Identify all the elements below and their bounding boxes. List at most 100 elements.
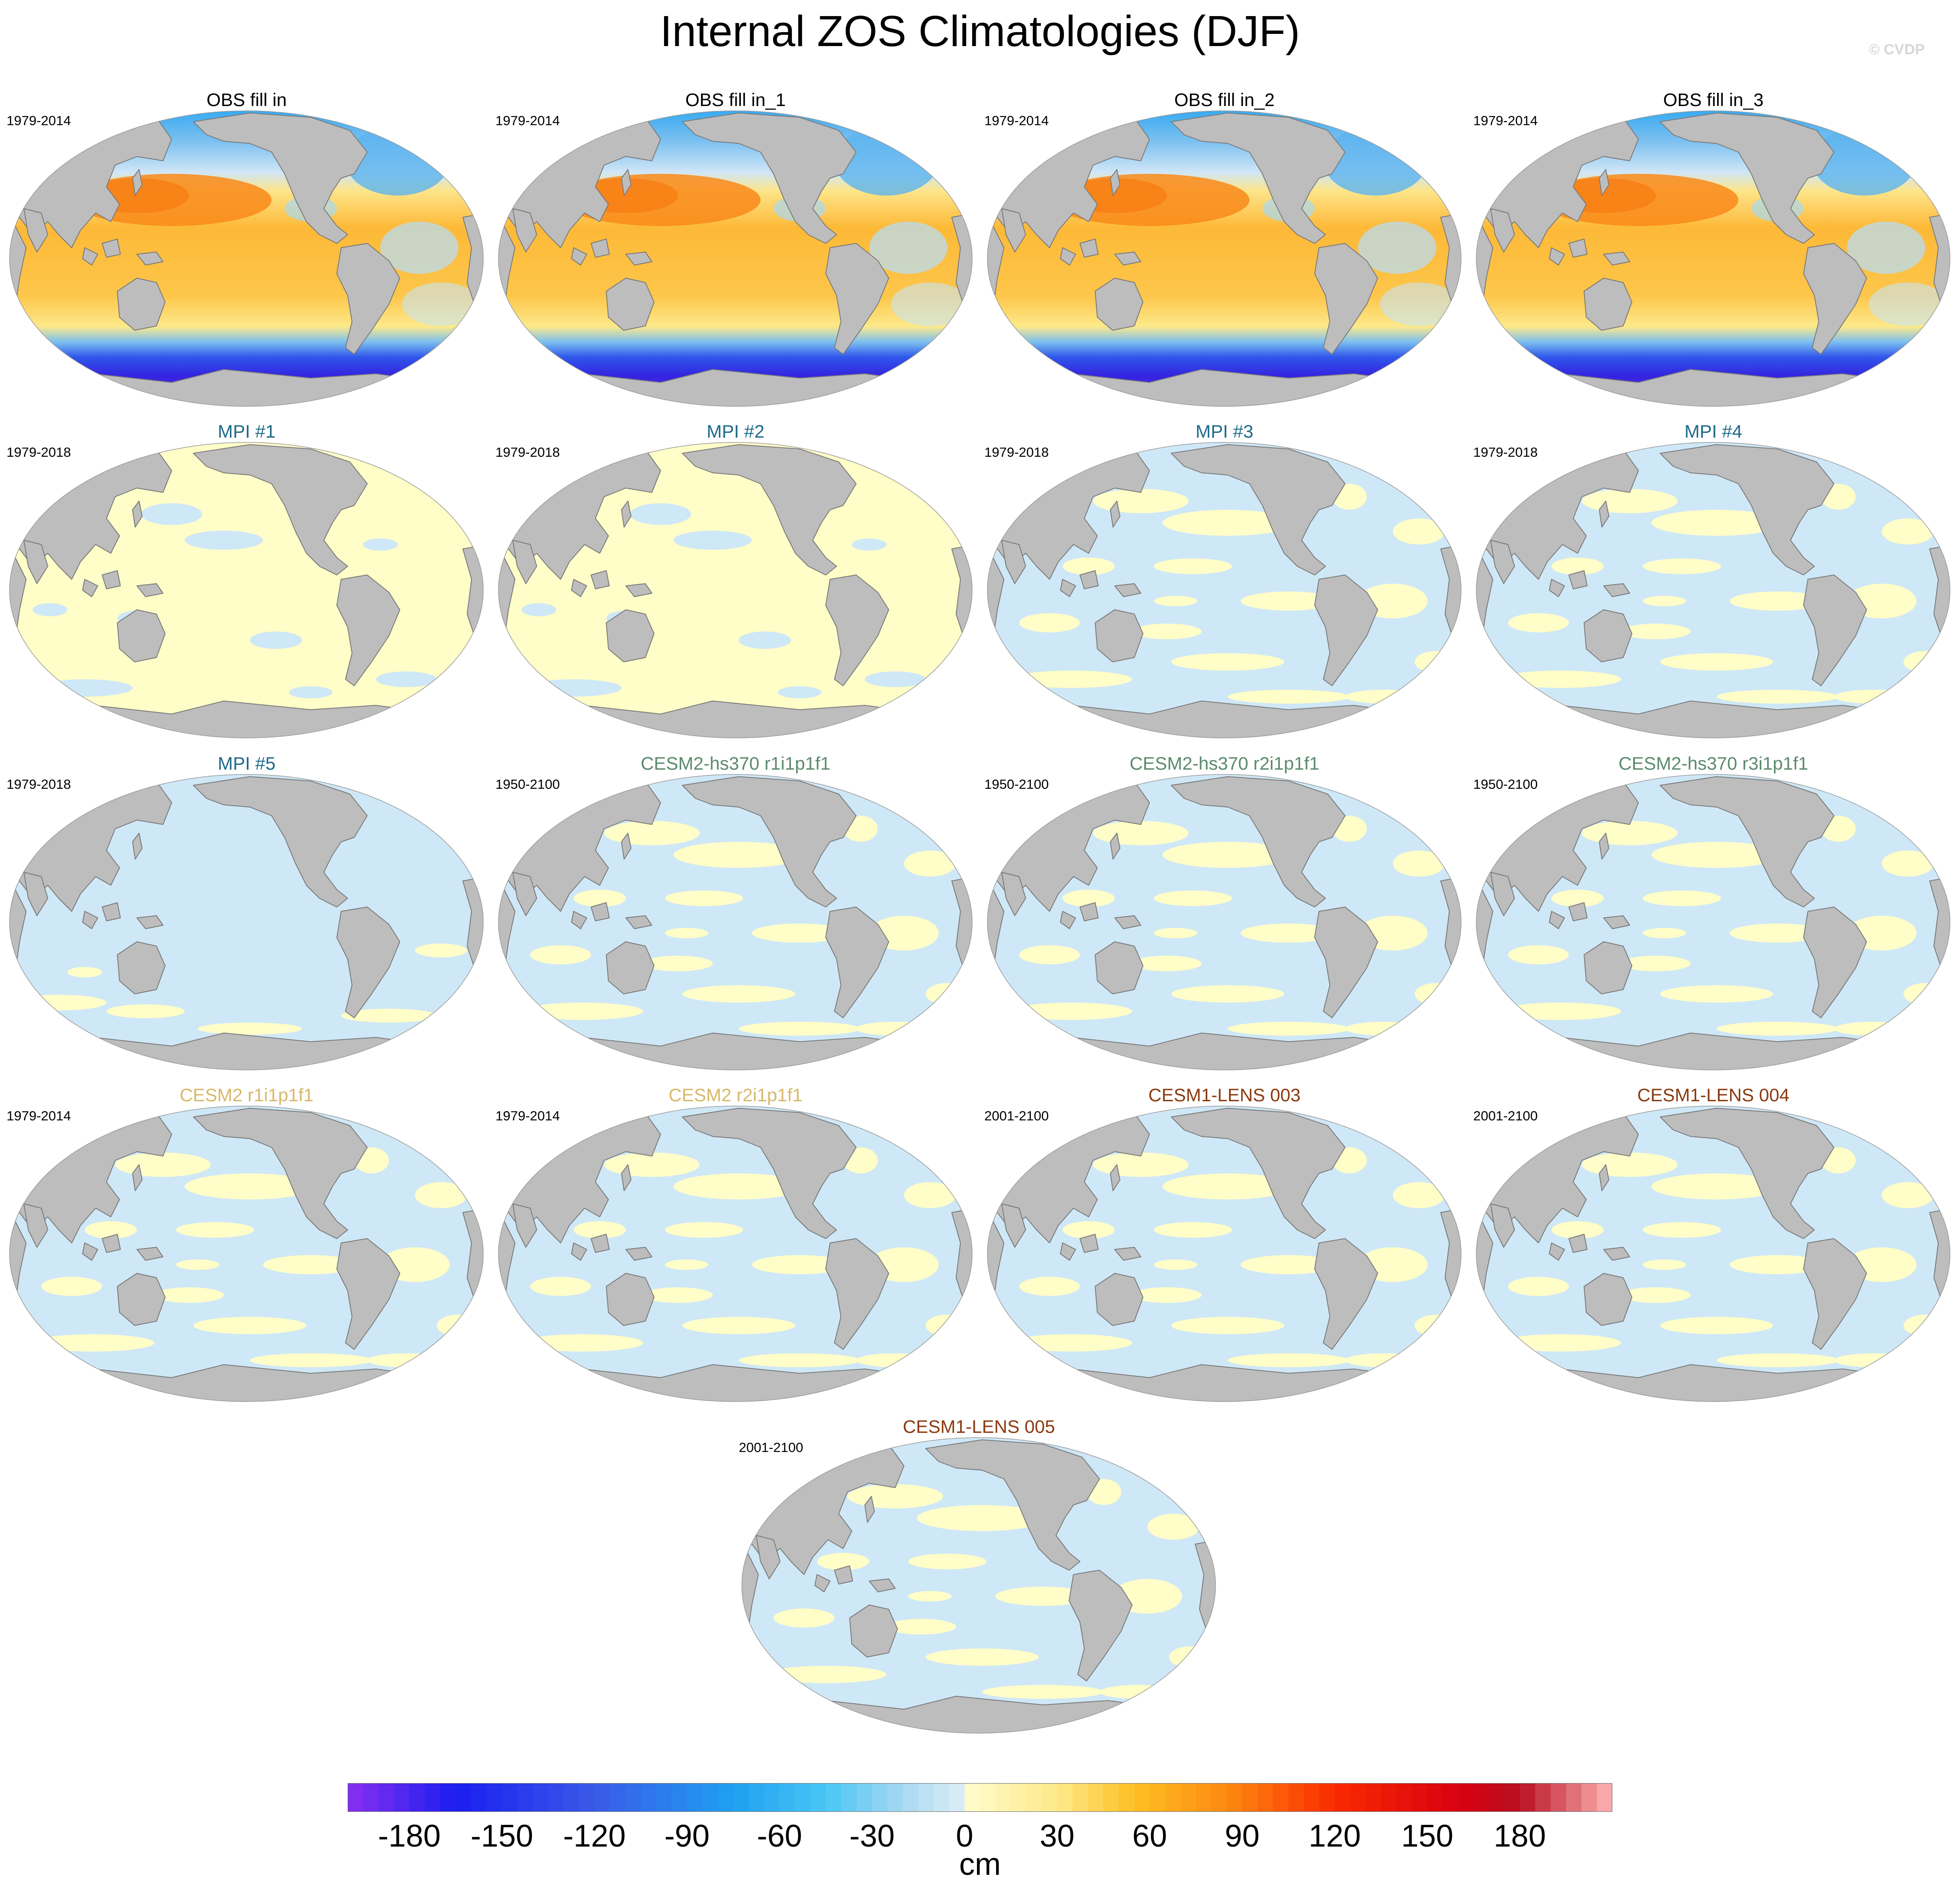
- colorbar-bin: [1381, 1783, 1397, 1812]
- colorbar-bin: [1149, 1783, 1166, 1812]
- world-map: [9, 442, 484, 738]
- world-map: [1476, 442, 1950, 738]
- world-map: [9, 110, 484, 407]
- panel-period: 1979-2014: [495, 113, 560, 128]
- colorbar-bin: [733, 1783, 749, 1812]
- colorbar-bin: [486, 1783, 502, 1812]
- panel-period: 1979-2014: [495, 1108, 560, 1123]
- colorbar-bin: [1026, 1783, 1042, 1812]
- panel-period: 2001-2100: [984, 1108, 1049, 1123]
- colorbar-bin: [656, 1783, 672, 1812]
- colorbar-bin: [841, 1783, 857, 1812]
- colorbar-bin: [1473, 1783, 1489, 1812]
- colorbar-tick-label: -30: [849, 1819, 895, 1854]
- colorbar-bin: [995, 1783, 1011, 1812]
- colorbar-bin: [1520, 1783, 1536, 1812]
- world-map: [9, 774, 484, 1070]
- panel-period: 1979-2018: [1473, 445, 1538, 460]
- world-map: [1476, 110, 1950, 407]
- panel-title: CESM2 r2i1p1f1: [668, 1085, 803, 1105]
- panel-title: CESM2-hs370 r1i1p1f1: [641, 753, 831, 774]
- world-map: [498, 110, 973, 407]
- colorbar-bin: [1551, 1783, 1567, 1812]
- panel-title: MPI #2: [706, 421, 765, 442]
- panel-title: OBS fill in_1: [685, 90, 786, 110]
- world-map: [9, 1106, 484, 1402]
- colorbar-bin: [903, 1783, 919, 1812]
- colorbar-bin: [949, 1783, 965, 1812]
- colorbar-bin: [1396, 1783, 1412, 1812]
- colorbar-bin: [1242, 1783, 1258, 1812]
- panel-title: MPI #4: [1684, 421, 1743, 442]
- colorbar-bin: [1504, 1783, 1520, 1812]
- colorbar-bin: [748, 1783, 764, 1812]
- map-panel: MPI #3 1979-2018: [984, 421, 1465, 747]
- panel-period: 2001-2100: [739, 1440, 804, 1455]
- world-map: [498, 1106, 973, 1402]
- panel-title: MPI #3: [1195, 421, 1254, 442]
- colorbar-bin: [1335, 1783, 1351, 1812]
- colorbar-bin: [1304, 1783, 1320, 1812]
- panel-title: CESM1-LENS 005: [903, 1416, 1055, 1437]
- colorbar-bin: [872, 1783, 888, 1812]
- panel-title: CESM1-LENS 003: [1148, 1085, 1301, 1105]
- colorbar-bin: [1010, 1783, 1027, 1812]
- colorbar-bin: [918, 1783, 934, 1812]
- map-panel: OBS fill in_1 1979-2014: [495, 89, 976, 415]
- map-panel: CESM2-hs370 r1i1p1f1 1950-2100: [495, 753, 976, 1079]
- colorbar-bin: [887, 1783, 904, 1812]
- colorbar-tick-label: 180: [1493, 1819, 1546, 1854]
- map-panel: OBS fill in_3 1979-2014: [1473, 89, 1953, 415]
- colorbar-bin: [532, 1783, 548, 1812]
- colorbar-bin: [1119, 1783, 1135, 1812]
- copyright-label: © CVDP: [1869, 41, 1925, 58]
- colorbar-bin: [440, 1783, 456, 1812]
- colorbar-bin: [1489, 1783, 1505, 1812]
- map-panel: CESM2-hs370 r3i1p1f1 1950-2100: [1473, 753, 1953, 1079]
- panel-title: CESM2-hs370 r3i1p1f1: [1618, 753, 1808, 774]
- colorbar-tick-label: 60: [1132, 1819, 1167, 1854]
- colorbar-bin: [826, 1783, 842, 1812]
- panel-period: 1979-2014: [984, 113, 1049, 128]
- map-panel: MPI #5 1979-2018: [7, 753, 487, 1079]
- colorbar-bin: [1226, 1783, 1242, 1812]
- panel-period: 1979-2014: [7, 1108, 71, 1123]
- panel-period: 1950-2100: [495, 777, 560, 792]
- colorbar-bin: [641, 1783, 657, 1812]
- colorbar-bin: [718, 1783, 734, 1812]
- colorbar-tick-label: -120: [563, 1819, 626, 1854]
- panel-title: OBS fill in_3: [1663, 90, 1764, 110]
- map-panel: MPI #1 1979-2018: [7, 421, 487, 747]
- panel-period: 1979-2018: [984, 445, 1049, 460]
- colorbar-bin: [702, 1783, 718, 1812]
- map-panel: CESM2-hs370 r2i1p1f1 1950-2100: [984, 753, 1465, 1079]
- map-panel: CESM1-LENS 004 2001-2100: [1473, 1084, 1953, 1410]
- colorbar-bin: [378, 1783, 395, 1812]
- panel-title: CESM1-LENS 004: [1637, 1085, 1790, 1105]
- map-panel: CESM2 r2i1p1f1 1979-2014: [495, 1084, 976, 1410]
- colorbar-bin: [517, 1783, 533, 1812]
- map-panel: OBS fill in_2 1979-2014: [984, 89, 1465, 415]
- colorbar-tick-label: 30: [1040, 1819, 1075, 1854]
- map-panel: OBS fill in 1979-2014: [7, 89, 487, 415]
- colorbar-bin: [1196, 1783, 1212, 1812]
- colorbar-bin: [1273, 1783, 1289, 1812]
- panel-title: MPI #1: [217, 421, 276, 442]
- colorbar-tick-label: -60: [757, 1819, 802, 1854]
- colorbar-bin: [1088, 1783, 1104, 1812]
- panel-period: 1979-2014: [1473, 113, 1538, 128]
- colorbar-bin: [933, 1783, 950, 1812]
- page-title: Internal ZOS Climatologies (DJF): [660, 7, 1300, 56]
- colorbar-bin: [1288, 1783, 1304, 1812]
- colorbar-bin: [1412, 1783, 1428, 1812]
- map-panel: MPI #4 1979-2018: [1473, 421, 1953, 747]
- colorbar: [348, 1783, 1612, 1812]
- panel-period: 1979-2018: [7, 445, 71, 460]
- world-map: [987, 774, 1462, 1070]
- colorbar-bin: [455, 1783, 472, 1812]
- panel-period: 1979-2014: [7, 113, 71, 128]
- colorbar-bin: [764, 1783, 780, 1812]
- world-map: [498, 774, 973, 1070]
- panel-period: 2001-2100: [1473, 1108, 1538, 1123]
- colorbar-tick-labels: -180 -150 -120 -90 -60 -30 0 30 60 90 120 150 180: [0, 1817, 1960, 1856]
